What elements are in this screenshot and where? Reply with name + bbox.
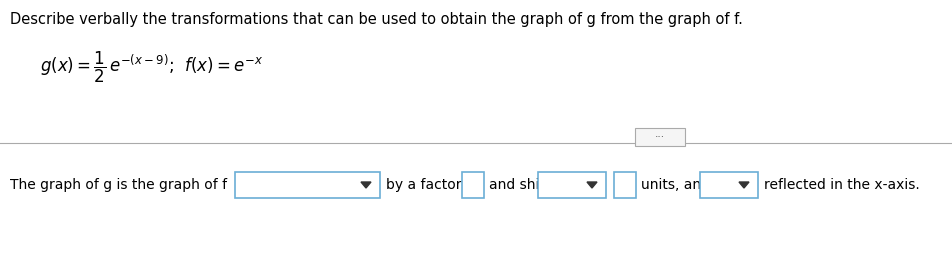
Bar	[538, 172, 606, 198]
Bar	[700, 172, 758, 198]
Text: The graph of g is the graph of f: The graph of g is the graph of f	[10, 178, 228, 192]
Text: units, and it: units, and it	[641, 178, 724, 192]
Bar	[462, 172, 484, 198]
Text: and shifted: and shifted	[489, 178, 567, 192]
Text: by a factor of: by a factor of	[386, 178, 480, 192]
Text: ···: ···	[655, 132, 665, 142]
Bar	[635, 128, 685, 146]
Bar	[235, 172, 380, 198]
Polygon shape	[739, 182, 749, 188]
Polygon shape	[587, 182, 597, 188]
Bar	[614, 172, 636, 198]
Text: reflected in the x-axis.: reflected in the x-axis.	[764, 178, 920, 192]
Text: $g(x) = \dfrac{1}{2}\,e^{-(x-9)}$;  $f(x) = e^{-x}$: $g(x) = \dfrac{1}{2}\,e^{-(x-9)}$; $f(x)…	[40, 50, 263, 85]
Text: Describe verbally the transformations that can be used to obtain the graph of g : Describe verbally the transformations th…	[10, 12, 743, 27]
Polygon shape	[361, 182, 371, 188]
